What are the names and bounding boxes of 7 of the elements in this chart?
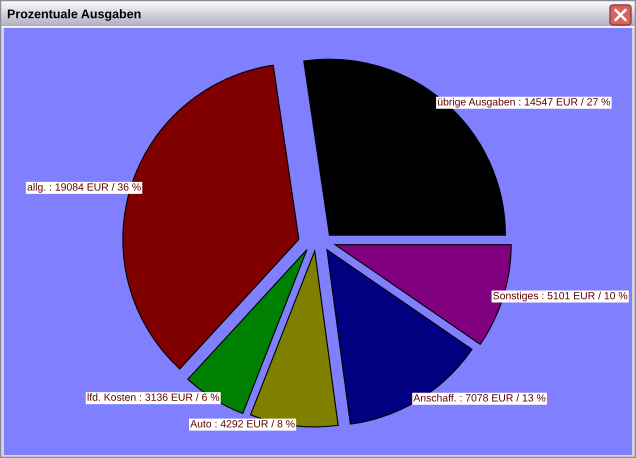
slice-label: übrige Ausgaben : 14547 EUR / 27 % [438, 98, 610, 108]
slice-label: Anschaff. : 7078 EUR / 13 % [413, 394, 546, 402]
slice-label: Auto : 4292 EUR / 8 % [190, 420, 295, 428]
slice-label: Sonstiges : 5101 EUR / 10 % [493, 292, 628, 302]
slice-label: allg. : 19084 EUR / 36 % [28, 183, 141, 193]
slice-label: lfd. Kosten : 3136 EUR / 6 % [88, 393, 220, 401]
chart-title: Prozentuale Ausgaben [8, 9, 141, 21]
